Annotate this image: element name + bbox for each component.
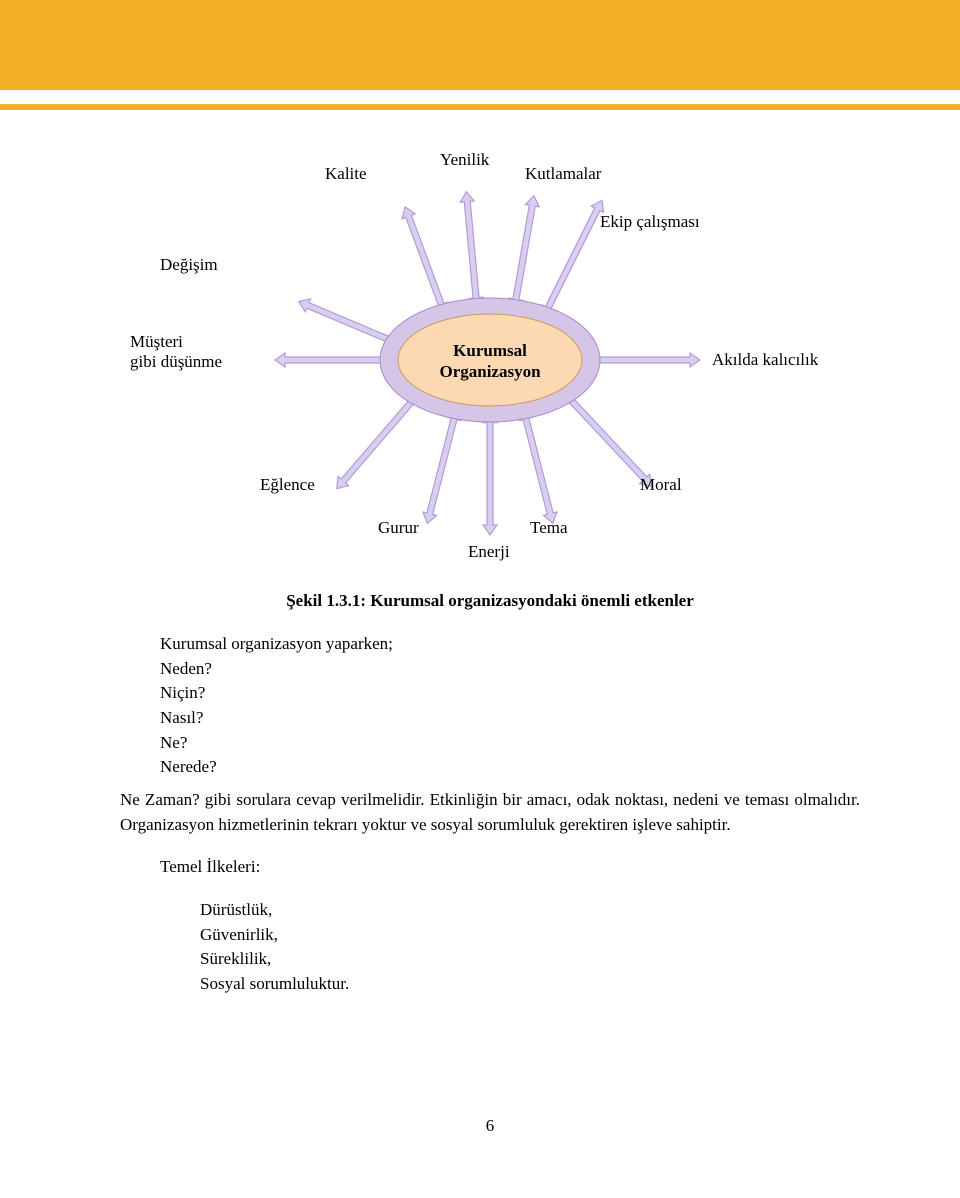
- diagram-arrow: [509, 196, 539, 309]
- spoke-label: Akılda kalıcılık: [712, 350, 818, 370]
- diagram-arrow: [275, 353, 397, 367]
- ilke-item: Dürüstlük,: [200, 898, 860, 923]
- question-item: Nerede?: [160, 755, 860, 780]
- ilke-heading: Temel İlkeleri:: [160, 855, 860, 880]
- spoke-label-enerji: Enerji: [468, 542, 510, 562]
- diagram-arrow: [542, 200, 604, 317]
- diagram-arrow: [519, 409, 557, 523]
- spoke-label: Ekip çalışması: [600, 212, 700, 232]
- body-text: Kurumsal organizasyon yaparken; Neden?Ni…: [120, 632, 860, 996]
- intro-line: Kurumsal organizasyon yaparken;: [160, 632, 860, 657]
- spoke-label: Eğlence: [260, 475, 315, 495]
- spoke-label: Tema: [530, 518, 568, 538]
- header-band: [0, 0, 960, 90]
- diagram-arrow: [460, 192, 483, 308]
- organization-diagram: Kurumsal Organizasyon Değişim Kalite Yenil…: [130, 150, 850, 570]
- spoke-label: Değişim: [160, 255, 218, 275]
- questions-block: Kurumsal organizasyon yaparken; Neden?Ni…: [160, 632, 860, 780]
- question-item: Ne?: [160, 731, 860, 756]
- ilke-item: Sosyal sorumluluktur.: [200, 972, 860, 997]
- ilke-item: Süreklilik,: [200, 947, 860, 972]
- diagram-arrow: [299, 299, 401, 347]
- page-content: Kurumsal Organizasyon Değişim Kalite Yenil…: [0, 110, 960, 1176]
- spoke-label: Yenilik: [440, 150, 489, 170]
- spoke-label: Kalite: [325, 164, 367, 184]
- spoke-label: Müşterigibi düşünme: [130, 332, 222, 373]
- question-item: Neden?: [160, 657, 860, 682]
- main-paragraph: Ne Zaman? gibi sorulara cevap verilmelid…: [120, 788, 860, 837]
- question-item: Nasıl?: [160, 706, 860, 731]
- diagram-arrow: [584, 353, 701, 367]
- figure-caption: Şekil 1.3.1: Kurumsal organizasyondaki ö…: [120, 590, 860, 612]
- question-item: Niçin?: [160, 681, 860, 706]
- diagram-arrow: [402, 207, 448, 314]
- page-number: 6: [120, 1116, 860, 1136]
- caption-title: Şekil 1.3.1: Kurumsal organizasyondaki ö…: [120, 590, 860, 612]
- diagram-arrow: [483, 413, 497, 535]
- diagram-center-label: Kurumsal Organizasyon: [410, 340, 570, 383]
- diagram-arrow: [564, 392, 652, 486]
- spoke-label: Moral: [640, 475, 682, 495]
- spoke-label: Kutlamalar: [525, 164, 601, 184]
- ilke-item: Güvenirlik,: [200, 923, 860, 948]
- diagram-arrow: [423, 409, 461, 523]
- ilke-list: Dürüstlük,Güvenirlik,Süreklilik,Sosyal s…: [200, 898, 860, 997]
- diagram-arrow: [337, 394, 419, 489]
- spoke-label: Gurur: [378, 518, 419, 538]
- center-line2: Organizasyon: [439, 362, 540, 381]
- center-line1: Kurumsal: [453, 341, 527, 360]
